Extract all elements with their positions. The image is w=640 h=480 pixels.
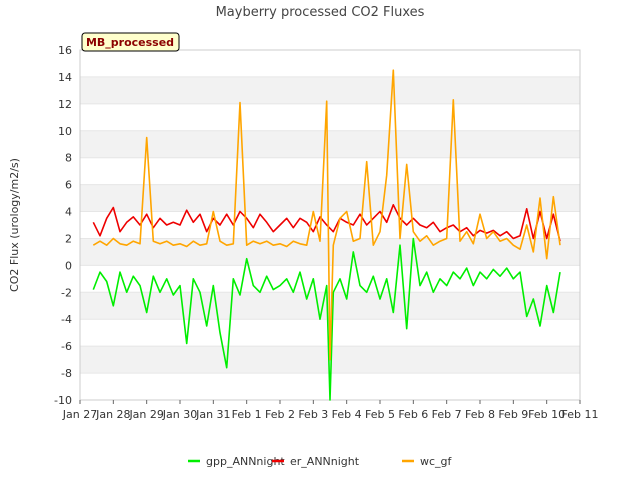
x-tick-label: Feb 7 bbox=[432, 408, 462, 421]
x-tick-label: Feb 11 bbox=[562, 408, 599, 421]
series-layer bbox=[92, 69, 561, 401]
series-line-wc_gf bbox=[92, 69, 561, 361]
y-tick-label: 10 bbox=[58, 125, 72, 138]
x-tick-label: Feb 3 bbox=[298, 408, 328, 421]
series-line-er_ANNnight bbox=[92, 204, 561, 242]
dataset-badge: MB_processed bbox=[81, 32, 180, 52]
y-tick-label: 14 bbox=[58, 71, 72, 84]
x-tick-label: Feb 2 bbox=[265, 408, 295, 421]
y-tick-label: 4 bbox=[65, 206, 72, 219]
legend-label-wc_gf: wc_gf bbox=[420, 455, 453, 468]
y-axis-ticks: -10 -8 -6 -4 -2 0 2 4 6 8 10 12 14 16 bbox=[54, 44, 72, 407]
y-tick-label: -4 bbox=[61, 313, 72, 326]
x-tick-label: Jan 27 bbox=[62, 408, 97, 421]
y-tick-label: -6 bbox=[61, 340, 72, 353]
y-tick-label: -2 bbox=[61, 286, 72, 299]
x-tick-label: Feb 5 bbox=[365, 408, 395, 421]
x-tick-label: Jan 30 bbox=[162, 408, 197, 421]
y-tick-label: 6 bbox=[65, 179, 72, 192]
y-tick-label: 8 bbox=[65, 152, 72, 165]
badge-box bbox=[81, 32, 180, 52]
chart-title: Mayberry processed CO2 Fluxes bbox=[216, 5, 425, 20]
legend: gpp_ANNnight er_ANNnight wc_gf bbox=[188, 455, 453, 468]
grid-band bbox=[80, 184, 580, 212]
y-tick-label: 12 bbox=[58, 98, 72, 111]
legend-label-gpp_ANNnight: gpp_ANNnight bbox=[206, 455, 285, 468]
badge-label: MB_processed bbox=[86, 36, 174, 49]
y-tick-label: 2 bbox=[65, 232, 72, 245]
series-line-gpp_ANNnight bbox=[92, 237, 561, 401]
grid-band bbox=[80, 130, 580, 158]
x-tick-label: Jan 31 bbox=[195, 408, 230, 421]
y-tick-label: -8 bbox=[61, 367, 72, 380]
legend-label-er_ANNnight: er_ANNnight bbox=[290, 455, 360, 468]
grid-band bbox=[80, 76, 580, 104]
x-tick-label: Jan 28 bbox=[95, 408, 130, 421]
y-tick-label: 0 bbox=[65, 259, 72, 272]
x-tick-label: Jan 29 bbox=[128, 408, 163, 421]
x-tick-label: Feb 8 bbox=[465, 408, 495, 421]
y-axis-label: CO2 Flux (urology/m2/s) bbox=[8, 158, 21, 292]
x-tick-label: Feb 4 bbox=[332, 408, 362, 421]
y-tick-label: -10 bbox=[54, 394, 72, 407]
x-tick-label: Feb 10 bbox=[528, 408, 565, 421]
x-tick-label: Feb 6 bbox=[398, 408, 428, 421]
x-tick-label: Feb 9 bbox=[498, 408, 528, 421]
y-tick-label: 16 bbox=[58, 44, 72, 57]
x-tick-label: Feb 1 bbox=[232, 408, 262, 421]
